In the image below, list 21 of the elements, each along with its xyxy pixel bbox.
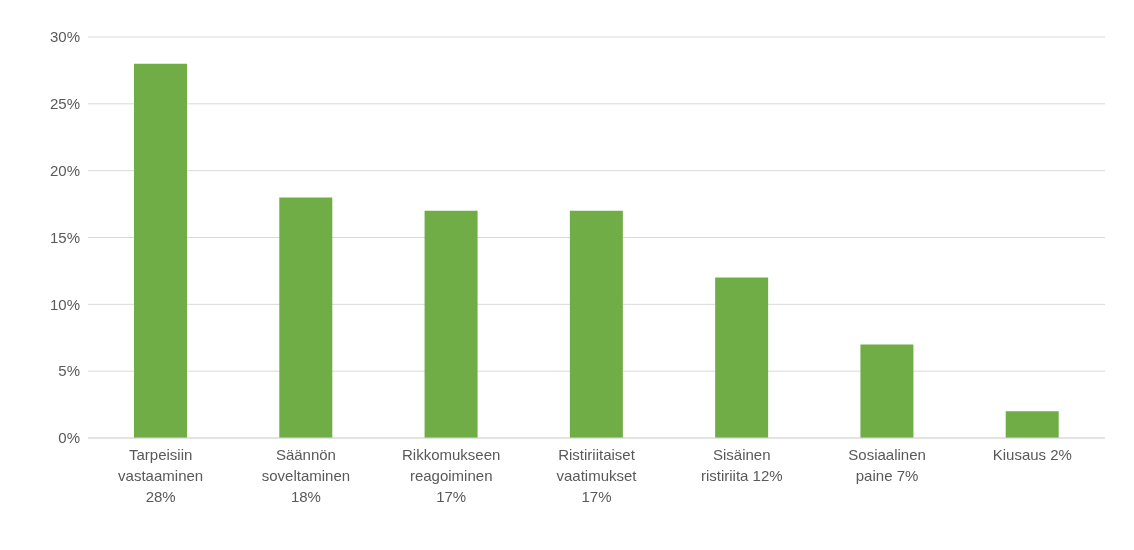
x-tick-label: Säännön soveltaminen 18% xyxy=(261,446,351,505)
x-tick-label: Ristiriitaiset vaatimukset 17% xyxy=(556,446,638,505)
y-tick-label: 20% xyxy=(49,161,80,179)
y-tick-label: 5% xyxy=(58,362,80,380)
bar xyxy=(1005,411,1059,438)
x-tick-label: Kiusaus 2% xyxy=(992,446,1072,463)
y-tick-label: 0% xyxy=(58,429,80,447)
x-tick-label: Rikkomukseen reagoiminen 17% xyxy=(402,446,501,505)
bar xyxy=(279,197,333,438)
x-tick-label: Sosiaalinen paine 7% xyxy=(848,446,926,484)
bar xyxy=(715,277,769,438)
x-tick-label: Tarpeisiin vastaaminen 28% xyxy=(118,446,204,505)
y-tick-label: 10% xyxy=(49,295,80,313)
bar xyxy=(860,344,914,438)
x-tick-label: Sisäinen ristiriita 12% xyxy=(700,446,783,484)
y-tick-label: 30% xyxy=(49,28,80,46)
bar xyxy=(134,63,187,438)
bar xyxy=(569,210,623,438)
y-tick-label: 25% xyxy=(49,95,80,113)
bar xyxy=(424,210,478,438)
y-tick-label: 15% xyxy=(49,228,80,246)
